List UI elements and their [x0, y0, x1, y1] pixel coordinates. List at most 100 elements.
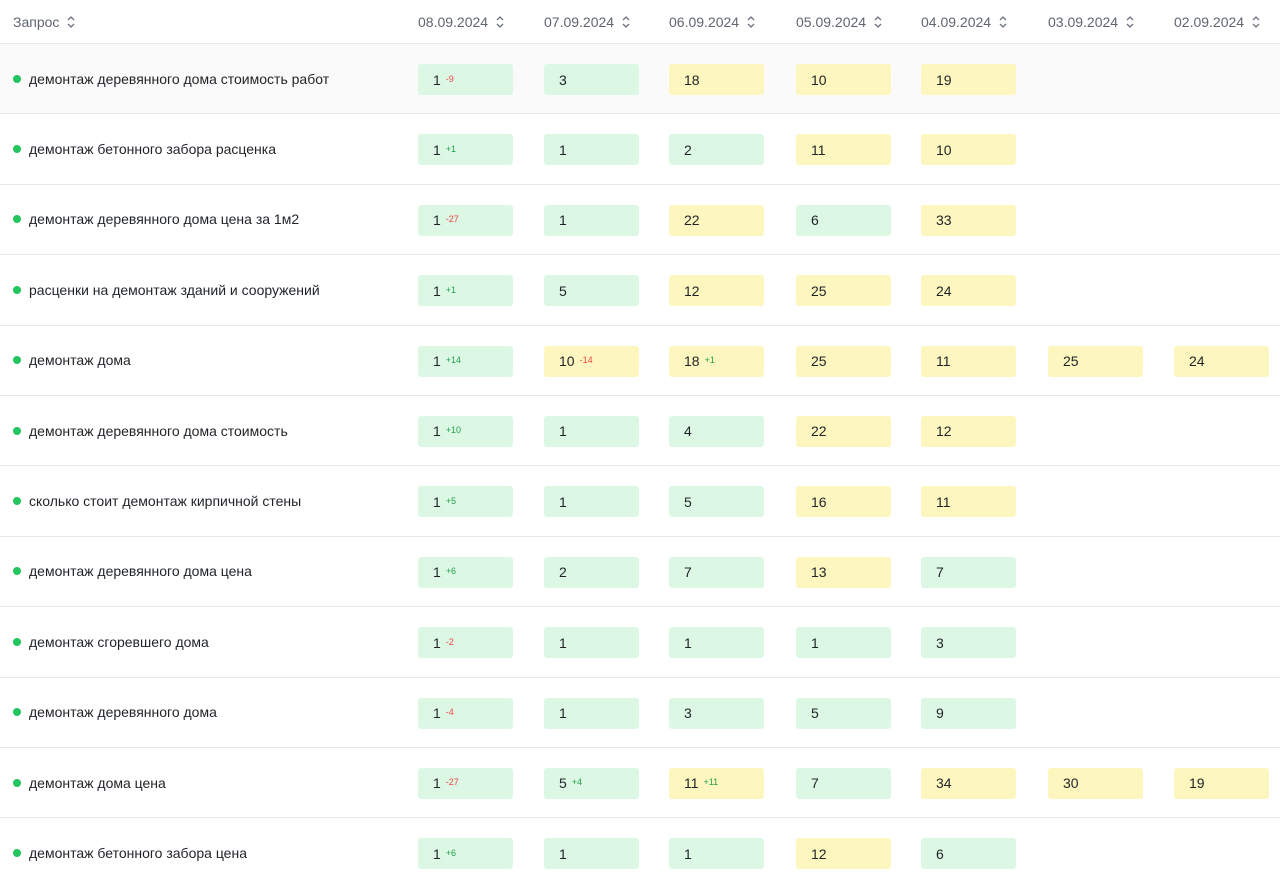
position-delta: +5 — [445, 495, 457, 506]
query-text: демонтаж сгоревшего дома — [29, 633, 209, 650]
position-cell: 1 +1 — [418, 275, 513, 307]
table-row[interactable]: расценки на демонтаж зданий и сооружений… — [0, 255, 1280, 326]
query-text: демонтаж деревянного дома стоимость — [29, 422, 288, 439]
position-value: 2 — [559, 564, 567, 581]
position-value: 2 — [684, 141, 692, 158]
sort-arrows-icon[interactable] — [874, 16, 882, 28]
table-row[interactable]: демонтаж деревянного дома 1 -4 1 3 5 9 — [0, 678, 1280, 748]
position-value: 13 — [811, 564, 827, 581]
table-row[interactable]: демонтаж бетонного забора расценка 1 +1 1 2 1… — [0, 114, 1280, 185]
position-value: 9 — [936, 705, 944, 722]
position-cell: 12 — [796, 838, 891, 870]
position-cell: 1 — [544, 486, 639, 518]
query-cell: демонтаж бетонного забора расценка — [13, 114, 276, 183]
position-cell: 1 — [544, 204, 639, 236]
position-value: 1 — [559, 634, 567, 651]
position-value: 12 — [936, 423, 952, 440]
position-cell: 2 — [544, 556, 639, 588]
position-value: 1 — [433, 212, 441, 229]
status-dot-icon — [13, 145, 21, 154]
position-cell: 13 — [796, 556, 891, 588]
column-header-date[interactable]: 07.09.2024 — [544, 0, 630, 44]
position-cell: 12 — [921, 415, 1016, 447]
sort-arrows-icon[interactable] — [1126, 16, 1134, 28]
position-value: 11 — [936, 493, 951, 510]
query-cell: демонтаж деревянного дома стоимость — [13, 396, 288, 465]
position-cell: 10 — [796, 64, 891, 95]
position-value: 22 — [684, 212, 700, 229]
table-row[interactable]: демонтаж деревянного дома стоимость 1 +10 1… — [0, 396, 1280, 467]
position-value: 25 — [811, 353, 827, 370]
position-cell: 1 -27 — [418, 204, 513, 236]
position-cell: 9 — [921, 697, 1016, 729]
column-header-date[interactable]: 06.09.2024 — [669, 0, 755, 44]
sort-arrows-icon[interactable] — [622, 16, 630, 28]
sort-arrows-icon[interactable] — [1252, 16, 1260, 28]
query-cell: демонтаж дома цена — [13, 748, 166, 817]
position-value: 1 — [684, 634, 692, 651]
position-cell: 5 +4 — [544, 767, 639, 799]
position-cell: 16 — [796, 486, 891, 518]
position-cell: 5 — [544, 275, 639, 307]
position-value: 25 — [811, 282, 827, 299]
position-value: 12 — [811, 845, 827, 862]
position-cell: 5 — [796, 697, 891, 729]
sort-arrows-icon[interactable] — [747, 16, 755, 28]
position-delta: -27 — [445, 777, 459, 788]
position-value: 16 — [811, 493, 827, 510]
query-text: демонтаж деревянного дома стоимость рабо… — [29, 70, 330, 87]
column-header-date[interactable]: 05.09.2024 — [796, 0, 882, 44]
query-text: демонтаж деревянного дома цена за 1м2 — [29, 211, 300, 228]
position-delta: +6 — [445, 566, 457, 577]
position-value: 10 — [811, 71, 827, 88]
sort-arrows-icon[interactable] — [67, 16, 75, 28]
position-value: 1 — [433, 141, 441, 158]
position-cell: 1 — [544, 697, 639, 729]
query-text: демонтаж деревянного дома цена — [29, 563, 252, 580]
status-dot-icon — [13, 285, 21, 294]
position-value: 22 — [811, 423, 827, 440]
position-cell: 25 — [796, 345, 891, 377]
table-row[interactable]: демонтаж дома 1 +14 10 -14 18 +1 25 11 25 24 — [0, 326, 1280, 396]
position-cell: 19 — [921, 64, 1016, 95]
table-row[interactable]: демонтаж деревянного дома стоимость рабо… — [0, 44, 1280, 115]
sort-arrows-icon[interactable] — [496, 16, 504, 28]
query-cell: демонтаж деревянного дома цена за 1м2 — [13, 185, 299, 254]
table-row[interactable]: демонтаж деревянного дома цена 1 +6 2 7 13 7 — [0, 537, 1280, 608]
query-text: демонтаж бетонного забора цена — [29, 845, 247, 862]
position-cell: 4 — [669, 415, 764, 447]
table-row[interactable]: демонтаж бетонного забора цена 1 +6 1 1 12 6 — [0, 818, 1280, 882]
position-value: 5 — [811, 705, 819, 722]
position-cell: 1 — [544, 415, 639, 447]
table-row[interactable]: сколько стоит демонтаж кирпичной стены 1 +… — [0, 466, 1280, 537]
position-value: 11 — [936, 353, 951, 370]
position-cell: 24 — [921, 275, 1016, 307]
column-header-date[interactable]: 04.09.2024 — [921, 0, 1007, 44]
table-row[interactable]: демонтаж дома цена 1 -27 5 +4 11 +11 7 34 30 19 — [0, 748, 1280, 819]
query-cell: демонтаж деревянного дома стоимость рабо… — [13, 44, 329, 113]
query-text: демонтаж деревянного дома — [29, 704, 217, 721]
position-value: 7 — [811, 775, 819, 792]
position-cell: 1 -27 — [418, 767, 513, 799]
column-header-query[interactable]: Запрос — [13, 0, 75, 44]
position-cell: 22 — [796, 415, 891, 447]
table-row[interactable]: демонтаж сгоревшего дома 1 -2 1 1 1 3 — [0, 607, 1280, 678]
position-value: 1 — [433, 423, 441, 440]
position-value: 11 — [811, 141, 826, 158]
position-value: 33 — [936, 212, 952, 229]
position-cell: 3 — [669, 697, 764, 729]
column-header-date[interactable]: 08.09.2024 — [418, 0, 504, 44]
table-row[interactable]: демонтаж деревянного дома цена за 1м2 1 -2… — [0, 185, 1280, 256]
position-cell: 1 +10 — [418, 415, 513, 447]
position-delta: -2 — [445, 636, 454, 647]
column-header-date[interactable]: 03.09.2024 — [1048, 0, 1134, 44]
table-header: Запрос 08.09.2024 07.09.2024 06.09.2024 05.0… — [0, 0, 1280, 44]
position-value: 1 — [559, 493, 567, 510]
status-dot-icon — [13, 426, 21, 435]
position-cell: 1 — [544, 838, 639, 870]
column-header-date[interactable]: 02.09.2024 — [1174, 0, 1260, 44]
position-delta: +1 — [704, 355, 715, 366]
sort-arrows-icon[interactable] — [999, 16, 1007, 28]
position-value: 1 — [433, 282, 441, 299]
